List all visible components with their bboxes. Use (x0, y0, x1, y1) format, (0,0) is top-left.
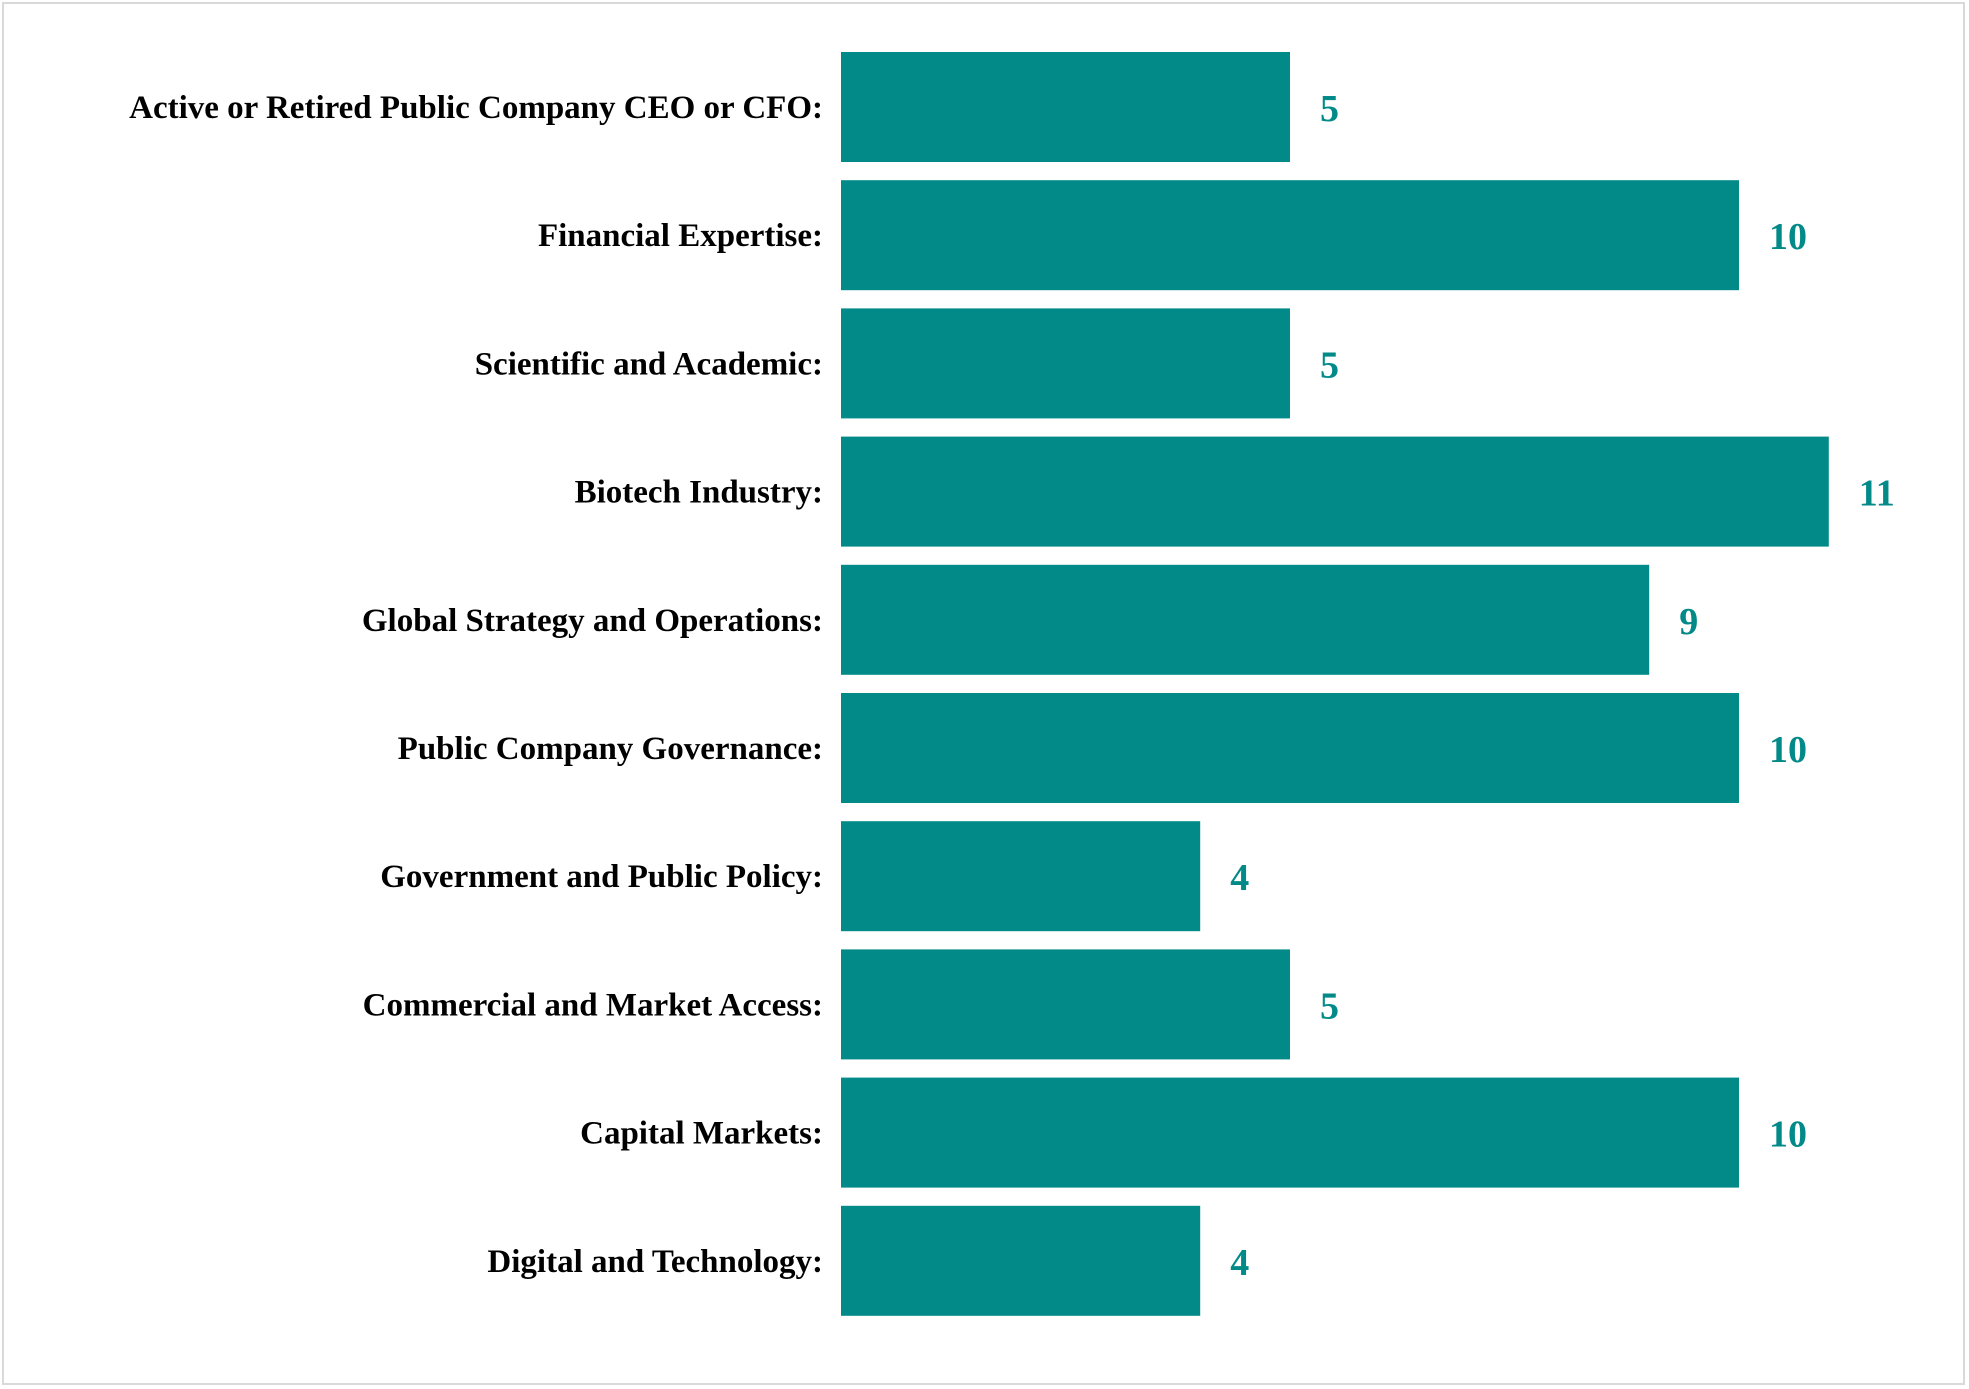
category-label: Global Strategy and Operations: (362, 603, 823, 639)
value-label: 10 (1769, 216, 1807, 258)
category-label: Capital Markets: (580, 1116, 823, 1152)
bars (841, 52, 1829, 1316)
category-label: Biotech Industry: (575, 475, 823, 511)
bar (841, 180, 1739, 291)
bar (841, 1205, 1201, 1316)
value-label: 5 (1320, 985, 1339, 1027)
bar (841, 436, 1829, 547)
bar (841, 949, 1290, 1060)
bar (841, 52, 1290, 162)
category-labels: Active or Retired Public Company CEO or … (129, 90, 823, 1280)
category-label: Commercial and Market Access: (363, 987, 823, 1023)
category-label: Financial Expertise: (538, 218, 823, 254)
value-label: 5 (1320, 344, 1339, 386)
category-label: Digital and Technology: (487, 1244, 823, 1280)
value-label: 10 (1769, 1114, 1807, 1156)
value-label: 11 (1859, 473, 1895, 515)
bar (841, 821, 1201, 932)
category-label: Public Company Governance: (398, 731, 823, 767)
bar (841, 693, 1739, 803)
bar (841, 564, 1650, 675)
value-label: 4 (1230, 857, 1249, 899)
bar (841, 308, 1290, 419)
category-label: Scientific and Academic: (475, 346, 823, 382)
value-label: 10 (1769, 729, 1807, 771)
category-label: Government and Public Policy: (380, 859, 823, 895)
category-label: Active or Retired Public Company CEO or … (129, 90, 823, 126)
value-label: 9 (1679, 601, 1698, 643)
data-labels: 5 10 5 11 9 10 4 5 10 4 (1230, 88, 1895, 1284)
value-label: 4 (1230, 1242, 1249, 1284)
value-label: 5 (1320, 88, 1339, 130)
bar (841, 1077, 1739, 1188)
